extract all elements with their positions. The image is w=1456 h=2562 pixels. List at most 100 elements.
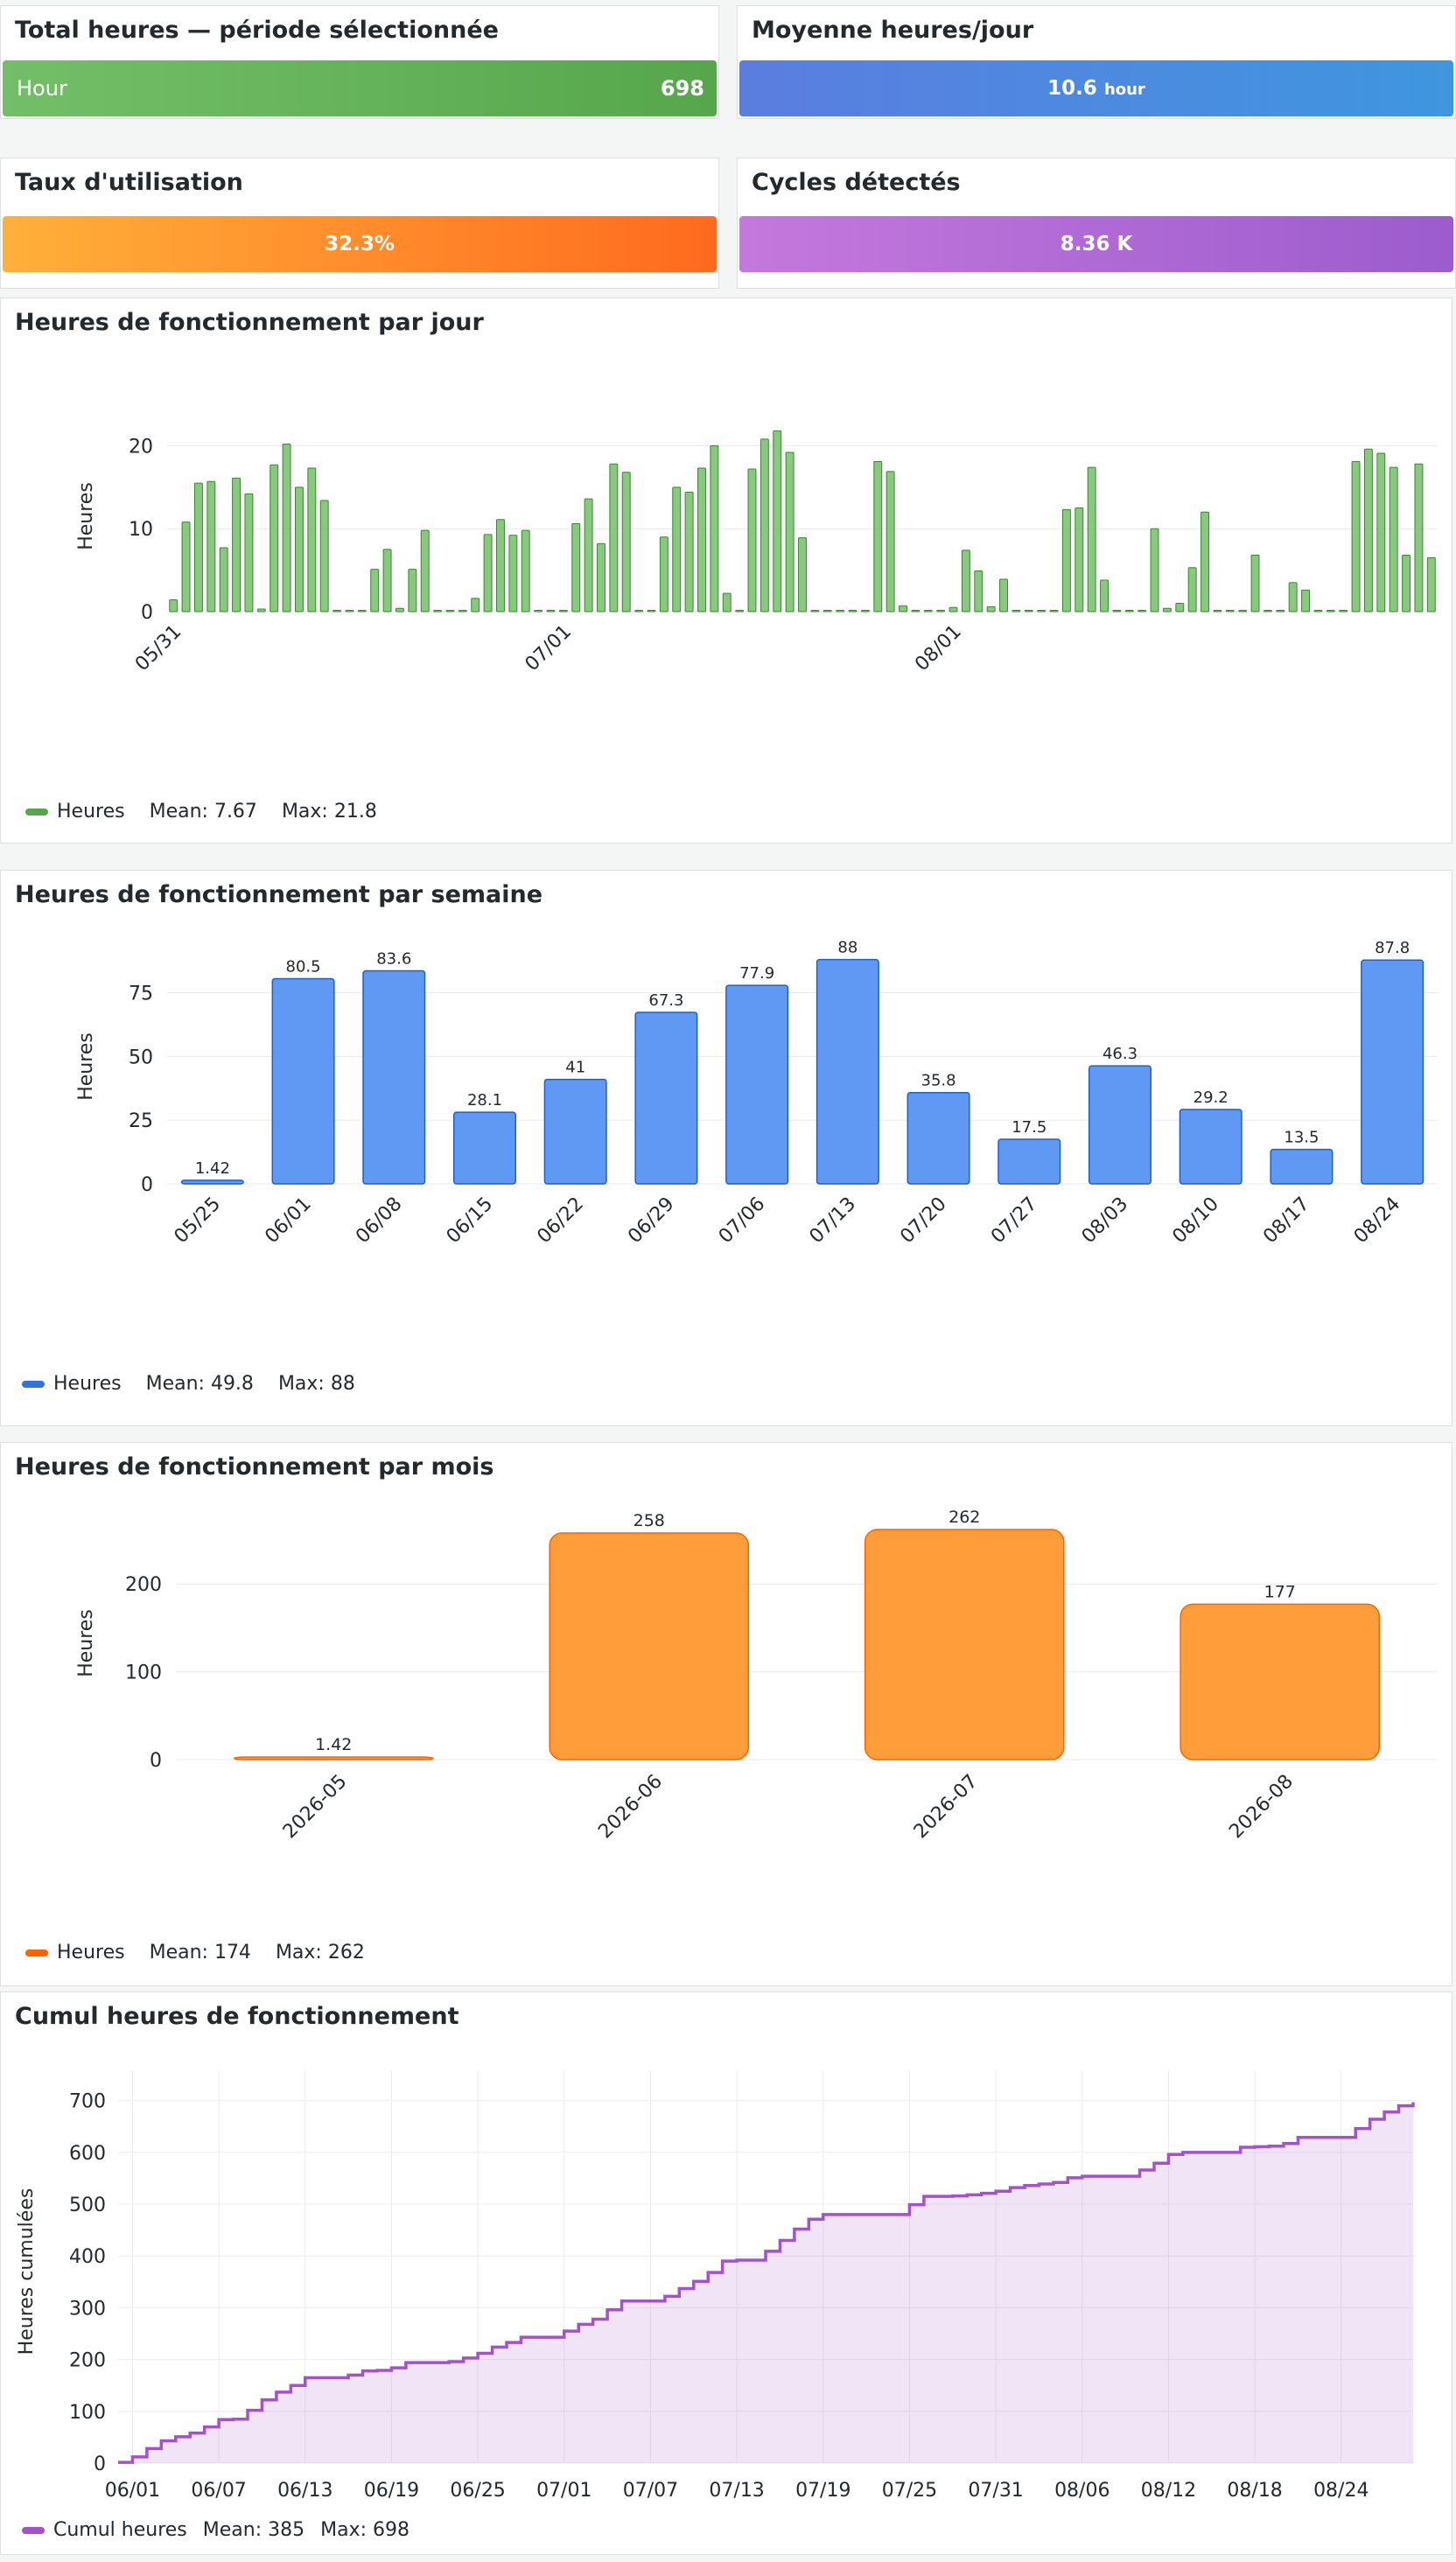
stat-value: 10.6 [1047, 77, 1097, 100]
bar [1326, 610, 1335, 612]
bar [773, 430, 782, 612]
x-tick-label: 05/31 [131, 621, 186, 676]
bar [911, 610, 920, 612]
panel-title: Moyenne heures/jour [752, 17, 1034, 44]
bar [1138, 610, 1147, 612]
x-tick-label: 08/24 [1350, 1194, 1405, 1249]
area-fill [118, 2102, 1413, 2463]
y-tick-label: 600 [69, 2143, 106, 2165]
y-tick-label: 20 [129, 436, 153, 458]
x-tick-label: 08/03 [1078, 1194, 1133, 1249]
bar [1024, 610, 1033, 612]
bar [558, 610, 568, 612]
panel-title: Total heures — période sélectionnée [15, 17, 499, 44]
bar [508, 535, 518, 612]
bar [1112, 610, 1122, 612]
bar [816, 958, 879, 1185]
x-tick-label: 06/07 [191, 2480, 246, 2502]
bar [452, 1111, 517, 1185]
bar [886, 471, 895, 612]
x-tick-label: 06/25 [450, 2480, 505, 2502]
legend-series-name[interactable]: Heures [53, 1373, 122, 1395]
bar [998, 1138, 1061, 1185]
stat-bar-total-hours: Hour 698 [3, 60, 717, 116]
bar [1200, 511, 1209, 612]
chart-panel-monthly: Heures de fonctionnement par mois 0 100 20… [0, 1442, 1452, 1986]
y-tick-label: 0 [94, 2454, 106, 2475]
y-tick-label: 25 [129, 1110, 153, 1132]
x-tick-label: 08/10 [1168, 1194, 1223, 1249]
x-tick-label: 08/18 [1227, 2480, 1282, 2502]
bar [332, 610, 342, 612]
bar [206, 480, 216, 612]
bar [496, 519, 505, 612]
bar [1088, 1065, 1152, 1185]
y-tick-label: 100 [125, 1662, 162, 1684]
x-tick-label: 06/22 [533, 1194, 588, 1249]
bar [1263, 610, 1272, 612]
bar [408, 569, 417, 612]
series-line [118, 2102, 1415, 2464]
y-axis-label: Heures cumulées [16, 2188, 38, 2356]
x-tick-label: 06/13 [277, 2480, 332, 2502]
bar [735, 610, 745, 612]
bar [445, 610, 455, 612]
y-tick-label: 300 [69, 2298, 106, 2320]
bar [936, 610, 946, 612]
bar [1288, 582, 1298, 612]
bar-value-label: 87.8 [1375, 939, 1410, 957]
bar [1339, 610, 1348, 612]
y-tick-label: 400 [69, 2246, 106, 2268]
bar [584, 498, 593, 612]
bar [433, 610, 443, 612]
bar [396, 607, 404, 612]
x-tick-label: 08/12 [1141, 2480, 1196, 2502]
bar [999, 578, 1008, 612]
bar-value-label: 28.1 [467, 1091, 502, 1110]
y-tick-label: 0 [150, 1750, 162, 1772]
chart-legend: Heures Mean: 7.67 Max: 21.8 [25, 801, 377, 822]
cumulative-area-chart: 06/01 06/07 06/13 06/19 06/25 07/01 07/07 07/13… [16, 2071, 1415, 2502]
x-tick-label: 2026-06 [594, 1771, 667, 1844]
bar [534, 610, 543, 612]
legend-series-name[interactable]: Heures [57, 1942, 125, 1964]
bar [1180, 1603, 1381, 1760]
bar [725, 984, 789, 1185]
bar-value-label: 17.5 [1012, 1118, 1046, 1137]
stat-unit: hour [1103, 80, 1145, 99]
bar [597, 542, 606, 612]
bar [785, 452, 794, 612]
legend-series-name[interactable]: Heures [57, 801, 125, 822]
bar [722, 592, 732, 612]
stat-value: 698 [660, 76, 704, 101]
bar [899, 605, 907, 612]
bar [1402, 555, 1411, 612]
x-tick-label: 08/06 [1054, 2480, 1110, 2502]
x-tick-label: 06/01 [105, 2480, 160, 2502]
bar [1150, 528, 1159, 612]
bar [798, 537, 807, 612]
bar [1179, 1109, 1242, 1185]
legend-series-name[interactable]: Cumul heures [53, 2519, 187, 2541]
bar [420, 529, 430, 612]
bar [1213, 610, 1222, 612]
y-axis-label: Heures [75, 1609, 97, 1677]
bar [169, 599, 178, 612]
bar [270, 464, 279, 612]
chart-title: Heures de fonctionnement par semaine [15, 881, 543, 908]
bar [244, 493, 254, 612]
x-tick-label: 06/19 [364, 2480, 419, 2502]
bar [1100, 579, 1109, 612]
x-tick-label: 07/01 [522, 621, 577, 676]
x-tick-label: 2026-05 [279, 1771, 352, 1844]
bar-value-label: 177 [1264, 1582, 1296, 1601]
chart-panel-weekly: Heures de fonctionnement par semaine 0 25… [0, 870, 1452, 1426]
bar-value-label: 13.5 [1284, 1129, 1319, 1147]
bar [961, 550, 970, 612]
y-tick-label: 10 [129, 519, 153, 541]
bar-value-label: 77.9 [739, 964, 774, 983]
bar [836, 610, 845, 612]
legend-swatch [22, 2526, 45, 2534]
weekly-bar-chart: 0 25 50 75 Heures 1.42 80.5 83.6 28.1 41 67.3 77.9 8… [75, 939, 1438, 1249]
bar [621, 472, 631, 612]
